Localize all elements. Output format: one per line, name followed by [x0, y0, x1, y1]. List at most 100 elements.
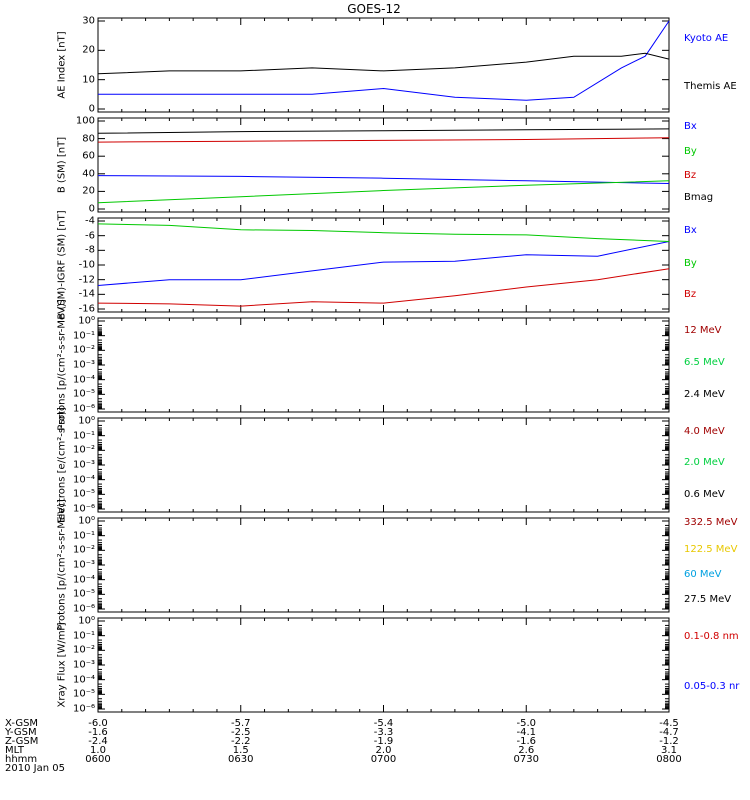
ytick-label: 10⁻⁵	[72, 388, 95, 400]
orbit-cell: 0730	[513, 754, 539, 765]
ytick-label: 0	[88, 103, 95, 115]
legend-b-3: Bmag	[684, 192, 714, 203]
orbit-cell: -5.0	[516, 718, 537, 729]
legend-electrons-1: 2.0 MeV	[684, 457, 725, 468]
ytick-label: -8	[85, 244, 95, 256]
panel-frame-xray	[97, 617, 670, 713]
ytick-label: 10⁻²	[72, 344, 95, 356]
series-line-bdiff-1	[97, 223, 670, 242]
legend-xray-0: 0.1-0.8 nm	[684, 631, 739, 642]
ytick-label: 10⁰	[78, 315, 95, 327]
orbit-cell: -4.7	[659, 727, 679, 738]
legend-electrons-0: 4.0 MeV	[684, 426, 725, 437]
orbit-cell: -4.1	[516, 727, 537, 738]
ylabel-xray: Xray Flux [W/m²]	[56, 622, 68, 708]
orbit-cell: -1.9	[373, 736, 394, 747]
orbit-cell: -1.2	[659, 736, 679, 747]
ytick-label: 10⁻²	[72, 444, 95, 456]
ytick-label: 10⁻⁴	[72, 474, 95, 486]
ytick-label: 10⁻⁴	[72, 374, 95, 386]
series-line-b-0	[97, 175, 670, 184]
orbit-cell: 1.5	[232, 745, 249, 756]
ytick-label: 10⁻³	[72, 459, 95, 471]
ytick-label: 10⁻³	[72, 359, 95, 371]
ytick-label: 10⁻²	[72, 644, 95, 656]
ytick-label: 20	[82, 44, 95, 56]
series-line-b-2	[97, 137, 670, 143]
orbit-cell: 0700	[370, 754, 397, 765]
legend-protons1-2: 2.4 MeV	[684, 389, 725, 400]
ylabel-protons2: Protons [p/(cm²-s-sr-MeV)]	[56, 499, 68, 631]
ytick-label: 10⁻⁴	[72, 574, 95, 586]
legend-ae-0: Kyoto AE	[684, 33, 729, 44]
panel-frame-protons2	[97, 517, 670, 613]
orbit-cell: -1.6	[88, 727, 108, 738]
orbit-cell: 1.0	[90, 745, 106, 756]
legend-ae-1: Themis AE	[684, 81, 737, 92]
orbit-cell: -6.0	[88, 718, 108, 729]
ytick-label: 10⁻¹	[72, 330, 95, 342]
orbit-row-label: Y-GSM	[5, 727, 37, 738]
ytick-label: 10⁻³	[72, 659, 95, 671]
ytick-label: 10⁻⁵	[72, 688, 95, 700]
series-line-bdiff-0	[97, 241, 670, 286]
orbit-cell: 0630	[228, 754, 254, 765]
ytick-label: 10⁻²	[72, 544, 95, 556]
orbit-cell: 0600	[85, 754, 111, 765]
ytick-label: 60	[82, 150, 95, 162]
orbit-cell: -2.5	[230, 727, 251, 738]
ytick-label: -6	[85, 230, 95, 242]
ytick-label: 10⁻¹	[72, 530, 95, 542]
orbit-cell: -2.2	[230, 736, 251, 747]
orbit-cell: -3.3	[373, 727, 394, 738]
series-line-b-1	[97, 180, 670, 204]
ytick-label: 20	[82, 185, 95, 197]
ytick-label: 40	[82, 168, 95, 180]
legend-protons1-1: 6.5 MeV	[684, 357, 725, 368]
ylabel-ae: AE Index [nT]	[56, 31, 68, 99]
orbit-cell: -4.5	[659, 718, 679, 729]
orbit-cell: 3.1	[661, 745, 677, 756]
ytick-label: 10⁻¹	[72, 630, 95, 642]
legend-b-0: Bx	[684, 121, 697, 132]
legend-protons2-0: 332.5 MeV	[684, 517, 738, 528]
legend-protons1-0: 12 MeV	[684, 325, 722, 336]
legend-xray-1: 0.05-0.3 nr	[684, 681, 740, 692]
legend-protons2-3: 27.5 MeV	[684, 594, 732, 605]
orbit-cell: -1.6	[516, 736, 537, 747]
orbit-row-label: X-GSM	[5, 718, 39, 729]
ytick-label: 80	[82, 133, 95, 145]
orbit-cell: 2.6	[518, 745, 535, 756]
panel-frame-ae	[97, 17, 670, 113]
ytick-label: 100	[75, 115, 95, 127]
orbit-cell: -2.4	[88, 736, 108, 747]
series-line-b-3	[97, 128, 670, 134]
ytick-label: -12	[78, 274, 95, 286]
panel-frame-protons1	[97, 317, 670, 413]
ylabel-b: B (SM) [nT]	[56, 136, 68, 194]
legend-bdiff-2: Bz	[684, 289, 697, 300]
ytick-label: 10⁻⁵	[72, 488, 95, 500]
orbit-cell: -5.4	[373, 718, 394, 729]
legend-bdiff-0: Bx	[684, 225, 697, 236]
ytick-label: 10⁻³	[72, 559, 95, 571]
orbit-row-label: hhmm	[5, 754, 38, 765]
legend-protons2-1: 122.5 MeV	[684, 544, 738, 555]
orbit-row-label: MLT	[5, 745, 24, 756]
legend-b-2: Bz	[684, 170, 697, 181]
ytick-label: 10⁻⁶	[72, 403, 95, 415]
ytick-label: -16	[78, 303, 95, 315]
plot-title: GOES-12	[347, 2, 401, 16]
orbit-row-label: Z-GSM	[5, 736, 39, 747]
orbit-cell: -5.7	[230, 718, 251, 729]
series-line-ae-1	[97, 52, 670, 75]
ytick-label: 10⁰	[78, 615, 95, 627]
legend-bdiff-1: By	[684, 258, 697, 269]
ytick-label: 30	[82, 15, 95, 27]
ytick-label: -10	[78, 259, 95, 271]
ytick-label: 10⁻⁴	[72, 674, 95, 686]
series-line-ae-0	[98, 20, 670, 101]
series-line-bdiff-2	[97, 268, 670, 307]
ytick-label: 10⁰	[78, 415, 95, 427]
